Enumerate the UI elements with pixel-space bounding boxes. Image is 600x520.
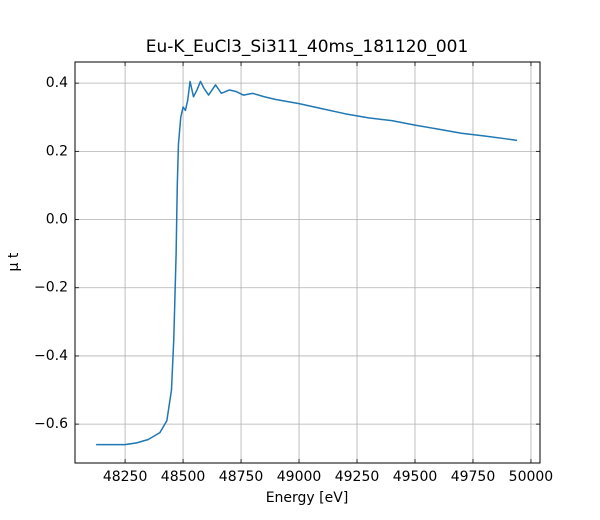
y-tick-label: 0.4: [46, 75, 68, 91]
x-tick-label: 49750: [451, 469, 496, 485]
x-tick-label: 49500: [393, 469, 438, 485]
x-tick-label: 50000: [509, 469, 554, 485]
chart-title: Eu-K_EuCl3_Si311_40ms_181120_001: [146, 37, 469, 57]
data-line: [96, 80, 518, 446]
x-tick-label: 48500: [161, 469, 206, 485]
x-tick-label: 49000: [277, 469, 322, 485]
y-tick-label: 0.2: [46, 143, 68, 159]
x-tick-label: 48250: [103, 469, 148, 485]
y-tick-label: −0.2: [34, 280, 68, 296]
y-tick-label: −0.4: [34, 348, 68, 364]
x-tick-label: 48750: [219, 469, 264, 485]
y-axis-label: μ t: [6, 252, 22, 271]
y-tick-label: −0.6: [34, 416, 68, 432]
y-tick-label: 0.0: [46, 212, 68, 228]
x-tick-label: 49250: [335, 469, 380, 485]
x-axis-label: Energy [eV]: [266, 490, 349, 506]
plot-frame: [74, 61, 541, 464]
